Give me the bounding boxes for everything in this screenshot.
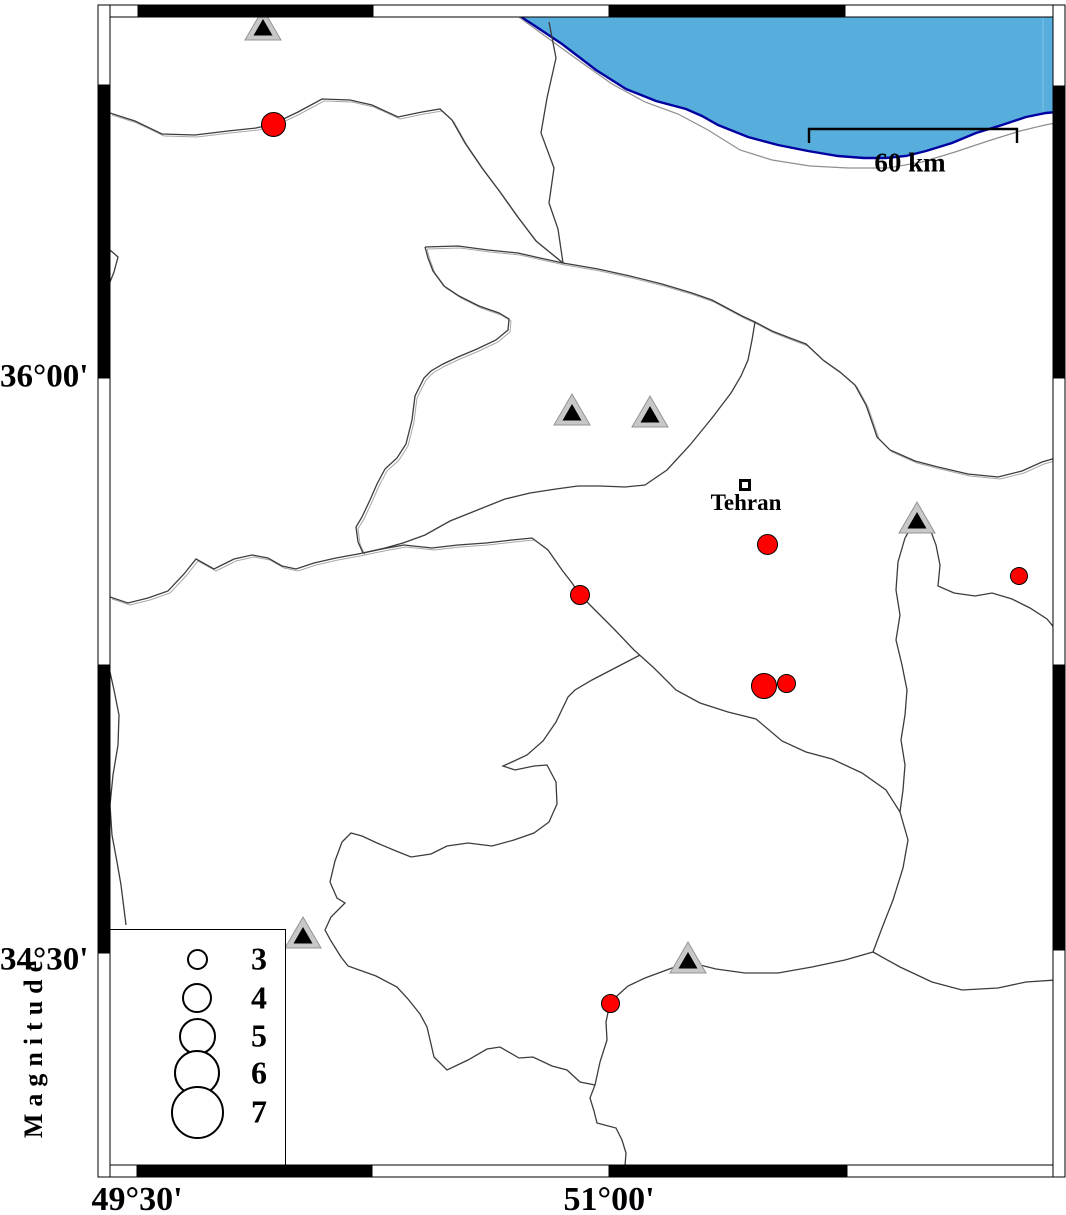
- legend-magnitude-circle: [178, 1017, 216, 1055]
- axis-label-lat-36: 36°00': [0, 358, 89, 395]
- legend-magnitude-label: 7: [251, 1093, 267, 1130]
- legend-magnitude-circle: [186, 948, 208, 970]
- legend-magnitude-circle: [182, 983, 212, 1013]
- earthquake-circle-marker: [751, 673, 777, 699]
- volcano-triangle-marker: [552, 392, 592, 426]
- scale-bar: [807, 127, 1019, 143]
- coast-parallel-boundary: [517, 17, 1053, 169]
- earthquake-circle-marker: [756, 533, 778, 555]
- legend-magnitude-label: 6: [251, 1054, 267, 1091]
- legend-magnitude-label: 3: [251, 940, 267, 977]
- earthquake-circle-marker: [776, 673, 796, 693]
- axis-label-lon-51-00: 51°00': [563, 1181, 655, 1215]
- legend-magnitude-circle: [170, 1085, 224, 1139]
- city-label: Tehran: [710, 490, 782, 515]
- caspian-coastline: [518, 17, 1053, 160]
- city-square-marker: [739, 479, 751, 491]
- volcano-triangle-marker: [630, 394, 670, 428]
- scale-bar-label: 60 km: [874, 147, 946, 178]
- volcano-triangle-marker: [668, 940, 708, 974]
- legend-magnitude-label: 5: [251, 1017, 267, 1054]
- volcano-triangle-marker: [897, 500, 937, 534]
- earthquake-circle-marker: [260, 111, 286, 137]
- volcano-triangle-marker: [283, 915, 323, 949]
- caspian-sea: [521, 17, 1053, 158]
- earthquake-circle-marker: [1010, 567, 1028, 585]
- axis-label-lat-34-30: 34°30': [0, 941, 89, 978]
- volcano-triangle-marker: [243, 7, 283, 41]
- earthquake-circle-marker: [570, 585, 590, 605]
- legend-magnitude-label: 4: [251, 979, 267, 1016]
- axis-label-lon-49-30: 49°30': [91, 1181, 183, 1215]
- boundary-lines: [110, 21, 1053, 1165]
- earthquake-circle-marker: [600, 993, 620, 1013]
